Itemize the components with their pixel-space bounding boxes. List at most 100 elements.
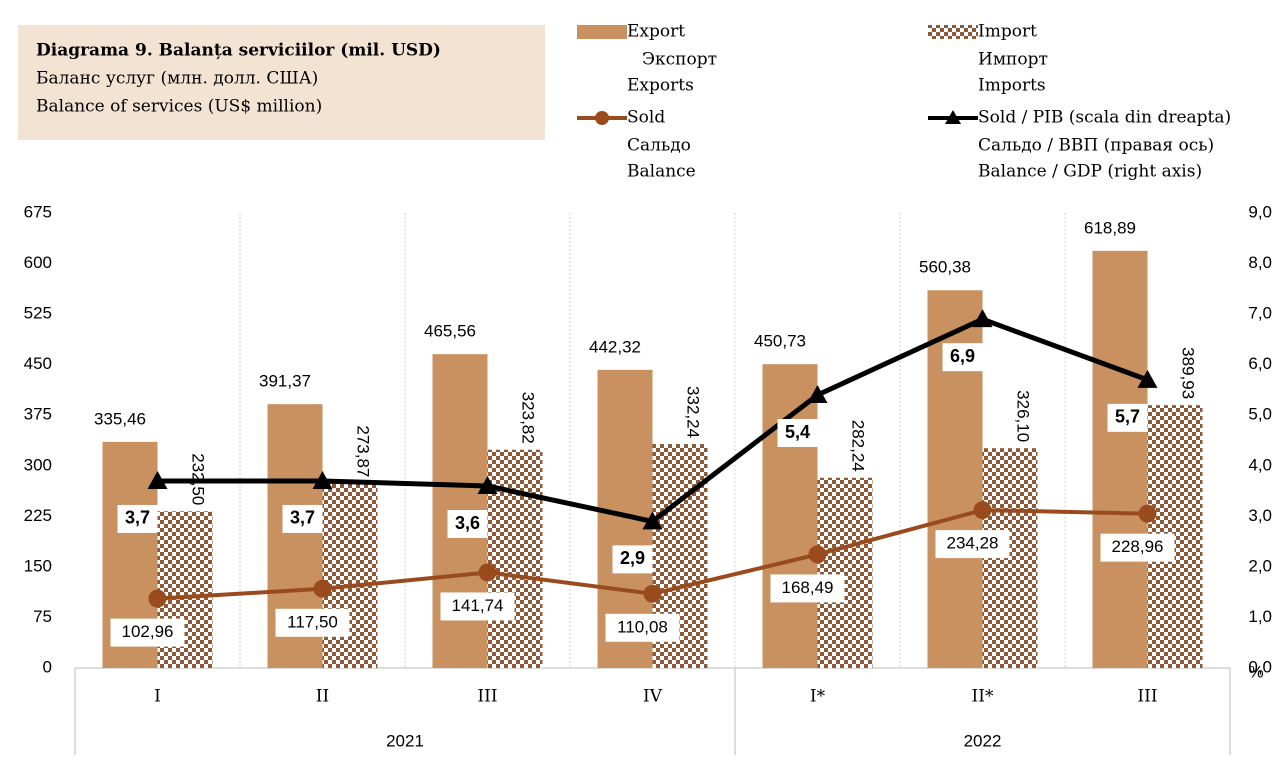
- data-label: 391,37: [259, 372, 311, 391]
- data-label: 117,50: [287, 612, 338, 631]
- marker: [642, 511, 663, 530]
- label-box: [605, 613, 680, 642]
- marker: [643, 584, 662, 603]
- data-label: 3,7: [290, 508, 315, 528]
- marker: [1137, 369, 1158, 388]
- data-label: 450,73: [754, 332, 806, 351]
- marker: [478, 563, 497, 582]
- data-label: 168,49: [782, 578, 834, 597]
- bar: [817, 477, 873, 668]
- label-box: [447, 510, 488, 538]
- legend-label: Экспорт: [642, 50, 717, 70]
- legend-label: Exports: [627, 76, 694, 96]
- y2-tick-label: 3,0: [1248, 506, 1272, 525]
- y-tick-label: 75: [33, 607, 52, 626]
- x-tick-label: I*: [810, 687, 826, 707]
- marker: [148, 589, 167, 608]
- marker: [312, 470, 333, 489]
- data-label: 282,24: [849, 420, 868, 472]
- y-tick-label: 0: [43, 657, 52, 676]
- legend-label: Сальдо: [627, 136, 691, 156]
- legend-label: Imports: [978, 76, 1046, 96]
- label-box: [1100, 533, 1175, 562]
- bar: [487, 449, 543, 668]
- data-label: 141,74: [452, 596, 504, 615]
- y-tick-label: 450: [24, 354, 52, 373]
- y-tick-label: 375: [24, 405, 52, 424]
- label-box: [777, 419, 818, 447]
- y2-tick-label: 6,0: [1248, 354, 1272, 373]
- data-label: 273,87: [354, 425, 373, 477]
- data-label: 465,56: [424, 322, 476, 341]
- legend-label: Импорт: [978, 50, 1048, 70]
- legend-label: Balance / GDP (right axis): [978, 162, 1202, 182]
- data-label: 5,4: [785, 422, 810, 442]
- marker: [147, 470, 168, 489]
- legend-label: Balance: [627, 162, 696, 182]
- data-label: 560,38: [919, 258, 971, 277]
- label-box: [935, 530, 1010, 559]
- legend-label: Import: [978, 22, 1037, 42]
- y2-tick-label: 8,0: [1248, 253, 1272, 272]
- marker: [973, 501, 992, 520]
- y-tick-label: 525: [24, 304, 52, 323]
- x-tick-label: I: [154, 687, 161, 707]
- data-label: 6,9: [950, 346, 975, 366]
- data-label: 2,9: [620, 548, 645, 568]
- bar: [982, 448, 1038, 668]
- data-label: 442,32: [589, 337, 641, 356]
- marker: [807, 385, 828, 403]
- legend-swatch: [577, 25, 627, 39]
- data-label: 3,6: [455, 513, 480, 533]
- marker: [808, 545, 827, 564]
- data-label: 3,7: [125, 508, 150, 528]
- bar: [762, 364, 818, 668]
- x-tick-label: III: [1137, 687, 1157, 707]
- data-label: 234,28: [947, 534, 999, 553]
- bar: [322, 483, 378, 668]
- y2-unit: %: [1248, 662, 1263, 681]
- y2-tick-label: 5,0: [1248, 405, 1272, 424]
- label-box: [110, 618, 185, 647]
- data-label: 228,96: [1112, 537, 1164, 556]
- x-tick-label: II*: [972, 687, 994, 707]
- y2-tick-label: 1,0: [1248, 607, 1272, 626]
- y-tick-label: 150: [24, 556, 52, 575]
- data-label: 326,10: [1014, 390, 1033, 442]
- chart-subtitle: Баланс услуг (млн. долл. США): [36, 69, 318, 89]
- label-box: [942, 343, 983, 372]
- legend-label: Export: [627, 22, 685, 42]
- data-label: 618,89: [1084, 218, 1136, 237]
- data-label: 332,24: [684, 386, 703, 438]
- marker: [972, 309, 993, 328]
- label-box: [1107, 403, 1148, 432]
- data-label: 102,96: [122, 622, 174, 641]
- data-label: 110,08: [617, 617, 668, 636]
- label-box: [770, 574, 845, 603]
- y2-tick-label: 2,0: [1248, 556, 1272, 575]
- chart-title: Diagrama 9. Balanța serviciilor (mil. US…: [36, 41, 441, 61]
- legend-label: Сальдо / ВВП (правая ось): [978, 136, 1214, 156]
- data-label: 335,46: [94, 409, 146, 428]
- label-box: [275, 608, 350, 637]
- y-tick-label: 300: [24, 455, 52, 474]
- data-label: 323,82: [519, 392, 538, 444]
- y2-tick-label: 9,0: [1248, 202, 1272, 221]
- group-label: 2022: [964, 731, 1002, 750]
- data-label: 389,93: [1179, 347, 1198, 399]
- marker: [477, 476, 498, 494]
- chart-subtitle: Balance of services (US$ million): [36, 97, 322, 117]
- x-tick-label: II: [316, 687, 329, 707]
- data-label: 5,7: [1115, 407, 1140, 427]
- legend-label: Sold: [627, 108, 665, 128]
- legend-swatch: [928, 25, 978, 39]
- marker: [313, 579, 332, 598]
- x-tick-label: IV: [643, 687, 663, 707]
- legend-label: Sold / PIB (scala din dreapta): [978, 108, 1231, 128]
- y2-tick-label: 7,0: [1248, 304, 1272, 323]
- x-tick-label: III: [477, 687, 497, 707]
- y-tick-label: 225: [24, 506, 52, 525]
- bar: [1092, 250, 1148, 668]
- label-box: [282, 504, 323, 533]
